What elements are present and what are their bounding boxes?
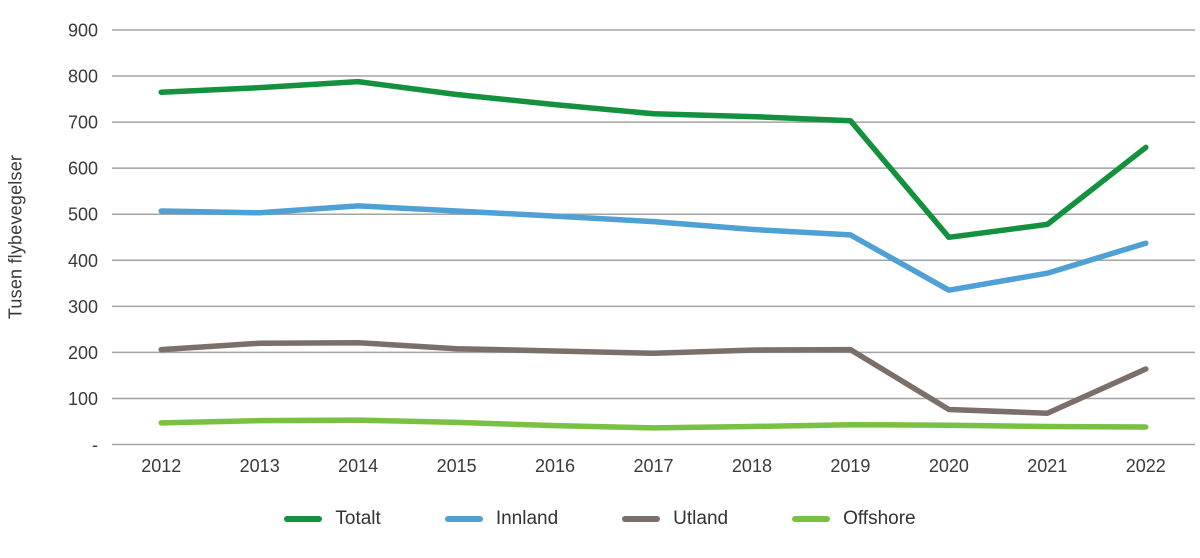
legend-swatch-icon: [622, 516, 661, 522]
legend-swatch-icon: [444, 516, 483, 522]
y-tick-label: 400: [68, 251, 98, 271]
y-tick-label: -: [92, 435, 98, 455]
x-tick-label: 2016: [535, 456, 575, 476]
legend-swatch-icon: [792, 516, 831, 522]
legend-label: Innland: [495, 508, 559, 529]
legend: Totalt Innland Utland Offshore: [0, 508, 1200, 530]
legend-label: Utland: [673, 508, 729, 529]
y-tick-label: 600: [68, 159, 98, 179]
legend-item-offshore: Offshore: [792, 508, 916, 530]
y-tick-label: 500: [68, 205, 98, 225]
series-line-offshore: [158, 417, 1149, 431]
x-tick-label: 2018: [732, 456, 772, 476]
x-tick-label: 2019: [830, 456, 870, 476]
x-tick-label: 2020: [929, 456, 969, 476]
y-tick-label: 300: [68, 297, 98, 317]
legend-swatch-icon: [284, 516, 323, 522]
y-tick-label: 900: [68, 21, 98, 41]
y-axis-tick-labels: - 100 200 300 400 500 600 700 800 900: [68, 21, 98, 456]
legend-item-innland: Innland: [444, 508, 559, 530]
x-tick-label: 2013: [240, 456, 280, 476]
series-line-innland: [158, 203, 1149, 293]
gridlines: [112, 29, 1195, 446]
legend-label: Totalt: [335, 508, 381, 529]
x-tick-label: 2022: [1126, 456, 1166, 476]
x-axis-tick-labels: 2012 2013 2014 2015 2016 2017 2018 2019 2020 2021…: [141, 456, 1166, 476]
legend-label: Offshore: [843, 508, 916, 529]
legend-item-utland: Utland: [622, 508, 728, 530]
legend-item-totalt: Totalt: [284, 508, 381, 530]
y-tick-label: 100: [68, 389, 98, 409]
x-tick-label: 2021: [1027, 456, 1067, 476]
x-tick-label: 2017: [633, 456, 673, 476]
x-tick-label: 2012: [141, 456, 181, 476]
plot-area: - 100 200 300 400 500 600 700 800 900 2012 2013 2014…: [68, 21, 1195, 476]
x-tick-label: 2015: [437, 456, 477, 476]
y-tick-label: 200: [68, 343, 98, 363]
x-tick-label: 2014: [338, 456, 378, 476]
y-tick-label: 800: [68, 67, 98, 87]
series-line-totalt: [158, 78, 1149, 241]
series-line-utland: [158, 339, 1149, 416]
y-tick-label: 700: [68, 113, 98, 133]
